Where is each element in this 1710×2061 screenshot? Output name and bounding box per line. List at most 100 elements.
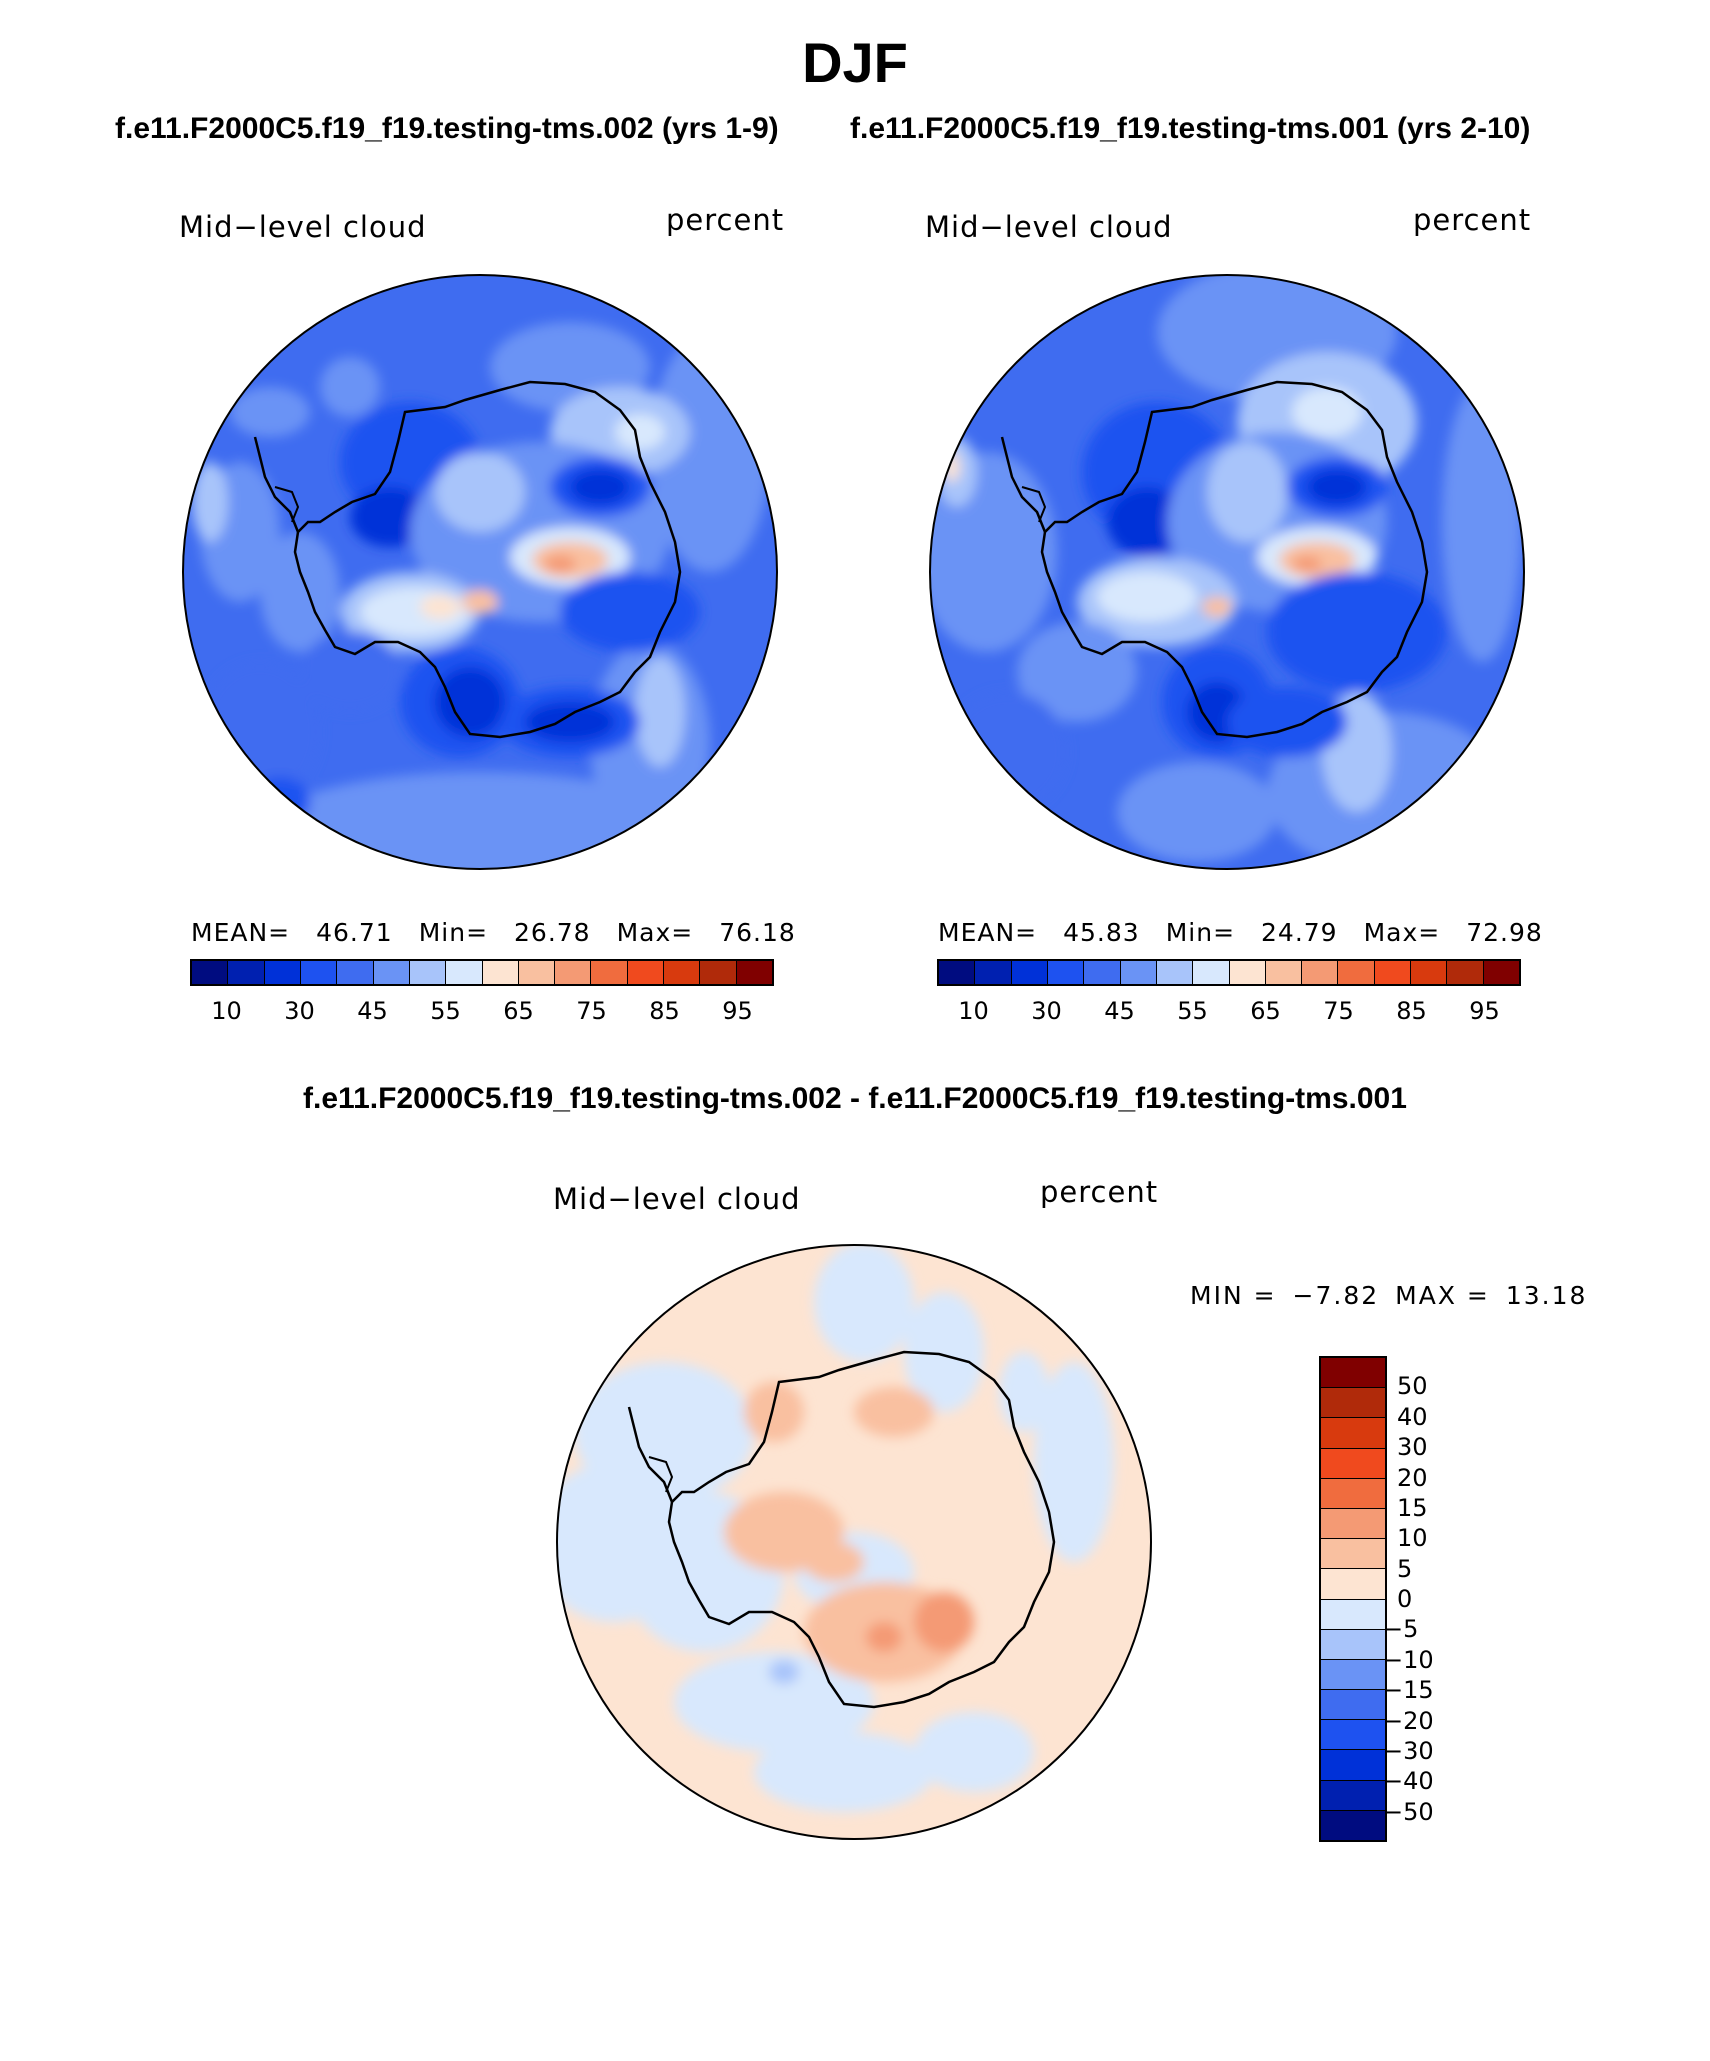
colorbar-swatch-0 <box>192 961 229 984</box>
colorbar-tick-label: 10 <box>958 997 989 1025</box>
colorbar-swatch-9 <box>1265 961 1303 984</box>
colorbar-swatch-12 <box>1374 961 1412 984</box>
diff-units: percent <box>1040 1175 1159 1209</box>
colorbar-swatch-7 <box>1193 961 1230 984</box>
diff-map <box>556 1244 1152 1840</box>
colorbar-swatch-13 <box>664 961 701 984</box>
colorbar-swatch-14 <box>700 961 737 984</box>
diff-colorbar-swatch-0 <box>1321 1358 1385 1389</box>
colorbar-tick-label: 95 <box>722 997 753 1025</box>
diff-colorbar-tick-label: 30 <box>1397 1433 1428 1462</box>
panel2-variable: Mid−level cloud <box>925 210 1173 244</box>
colorbar-tick-label: 30 <box>284 997 315 1025</box>
panel2-map <box>929 274 1525 870</box>
colorbar-swatch-11 <box>591 961 628 984</box>
diff-colorbar-ticks: 50 40 30 20 15 10 5 0 −5 −10 −15 −20 −30 −40 −50 <box>1383 1356 1477 1842</box>
colorbar-swatch-10 <box>1302 961 1339 984</box>
panel1-units: percent <box>666 203 785 237</box>
diff-colorbar-tick-label: −50 <box>1383 1797 1434 1826</box>
colorbar-swatch-10 <box>555 961 592 984</box>
colorbar-swatch-3 <box>300 961 338 984</box>
diff-colorbar-tick-label: 10 <box>1397 1524 1428 1553</box>
diff-colorbar-tick-label: −15 <box>1383 1676 1434 1705</box>
colorbar-swatch-15 <box>736 961 772 984</box>
diff-colorbar-tick-label: 0 <box>1397 1585 1413 1613</box>
panel1-colorbar-ticks: 10 30 45 55 65 75 85 95 <box>190 997 774 1027</box>
diff-colorbar-tick-label: 15 <box>1397 1493 1428 1522</box>
panel2-colorbar-ticks: 10 30 45 55 65 75 85 95 <box>937 997 1521 1027</box>
colorbar-swatch-14 <box>1447 961 1484 984</box>
diff-max-value: 13.18 <box>1505 1281 1588 1310</box>
diff-colorbar <box>1319 1356 1387 1842</box>
colorbar-tick-label: 30 <box>1031 997 1062 1025</box>
diff-colorbar-swatch-4 <box>1321 1478 1385 1509</box>
colorbar-swatch-8 <box>1229 961 1266 984</box>
panel1-min-label: Min= <box>418 918 489 947</box>
colorbar-tick-label: 10 <box>211 997 242 1025</box>
colorbar-swatch-6 <box>409 961 447 984</box>
panel1-variable: Mid−level cloud <box>179 210 427 244</box>
diff-colorbar-swatch-3 <box>1321 1448 1385 1479</box>
colorbar-swatch-5 <box>1120 961 1157 984</box>
diff-colorbar-swatch-1 <box>1321 1388 1385 1419</box>
diff-colorbar-swatch-2 <box>1321 1418 1385 1449</box>
panel2-min-label: Min= <box>1165 918 1236 947</box>
diff-colorbar-tick-label: −20 <box>1383 1706 1434 1735</box>
diff-minmax: MIN = −7.82 MAX = 13.18 <box>1190 1281 1613 1310</box>
diff-max-label: MAX = <box>1395 1281 1490 1310</box>
colorbar-swatch-11 <box>1338 961 1375 984</box>
diff-colorbar-tick-label: 50 <box>1397 1372 1428 1401</box>
colorbar-swatch-13 <box>1411 961 1448 984</box>
colorbar-swatch-3 <box>1047 961 1085 984</box>
colorbar-swatch-8 <box>482 961 519 984</box>
panel1-mean-value: 46.71 <box>316 918 393 947</box>
diff-colorbar-swatch-15 <box>1321 1810 1385 1840</box>
panel2-max-value: 72.98 <box>1466 918 1543 947</box>
diff-colorbar-tick-label: −10 <box>1383 1645 1434 1674</box>
colorbar-tick-label: 85 <box>649 997 680 1025</box>
colorbar-swatch-6 <box>1156 961 1194 984</box>
colorbar-tick-label: 75 <box>1323 997 1354 1025</box>
diff-colorbar-swatch-12 <box>1321 1720 1385 1751</box>
diff-colorbar-tick-label: 40 <box>1397 1402 1428 1431</box>
diff-colorbar-swatch-11 <box>1321 1690 1385 1721</box>
diff-colorbar-swatch-14 <box>1321 1780 1385 1811</box>
panel2-min-value: 24.79 <box>1261 918 1338 947</box>
diff-colorbar-swatch-7 <box>1321 1569 1385 1600</box>
diff-colorbar-tick-label: 5 <box>1397 1554 1413 1583</box>
diff-colorbar-swatch-5 <box>1321 1508 1385 1540</box>
colorbar-tick-label: 65 <box>1250 997 1281 1025</box>
subtitle-left: f.e11.F2000C5.f19_f19.testing-tms.002 (y… <box>115 112 779 145</box>
diff-colorbar-tick-label: −5 <box>1383 1615 1419 1644</box>
colorbar-tick-label: 75 <box>576 997 607 1025</box>
diff-colorbar-tick-label: −40 <box>1383 1767 1434 1796</box>
diff-colorbar-tick-label: −30 <box>1383 1736 1434 1765</box>
panel2-stats: MEAN= 45.83 Min= 24.79 Max= 72.98 <box>938 918 1569 947</box>
colorbar-tick-label: 85 <box>1396 997 1427 1025</box>
colorbar-swatch-2 <box>1011 961 1048 984</box>
panel1-max-label: Max= <box>616 918 694 947</box>
colorbar-tick-label: 55 <box>430 997 461 1025</box>
panel2-mean-label: MEAN= <box>938 918 1038 947</box>
panel2-units: percent <box>1413 203 1532 237</box>
colorbar-swatch-12 <box>627 961 665 984</box>
colorbar-swatch-15 <box>1483 961 1519 984</box>
colorbar-swatch-4 <box>1084 961 1121 984</box>
diff-colorbar-swatch-9 <box>1321 1629 1385 1660</box>
diff-colorbar-swatch-6 <box>1321 1539 1385 1570</box>
page-title: DJF <box>802 31 908 94</box>
colorbar-swatch-1 <box>975 961 1012 984</box>
subtitle-right: f.e11.F2000C5.f19_f19.testing-tms.001 (y… <box>850 112 1531 145</box>
panel1-max-value: 76.18 <box>719 918 796 947</box>
colorbar-swatch-1 <box>228 961 265 984</box>
panel1-stats: MEAN= 46.71 Min= 26.78 Max= 76.18 <box>191 918 822 947</box>
diff-variable: Mid−level cloud <box>553 1182 801 1216</box>
colorbar-swatch-2 <box>264 961 301 984</box>
panel2-max-label: Max= <box>1363 918 1441 947</box>
diff-colorbar-swatch-10 <box>1321 1659 1385 1691</box>
panel1-colorbar <box>190 959 774 986</box>
colorbar-tick-label: 65 <box>503 997 534 1025</box>
panel2-colorbar <box>937 959 1521 986</box>
colorbar-tick-label: 55 <box>1177 997 1208 1025</box>
panel2-mean-value: 45.83 <box>1063 918 1140 947</box>
